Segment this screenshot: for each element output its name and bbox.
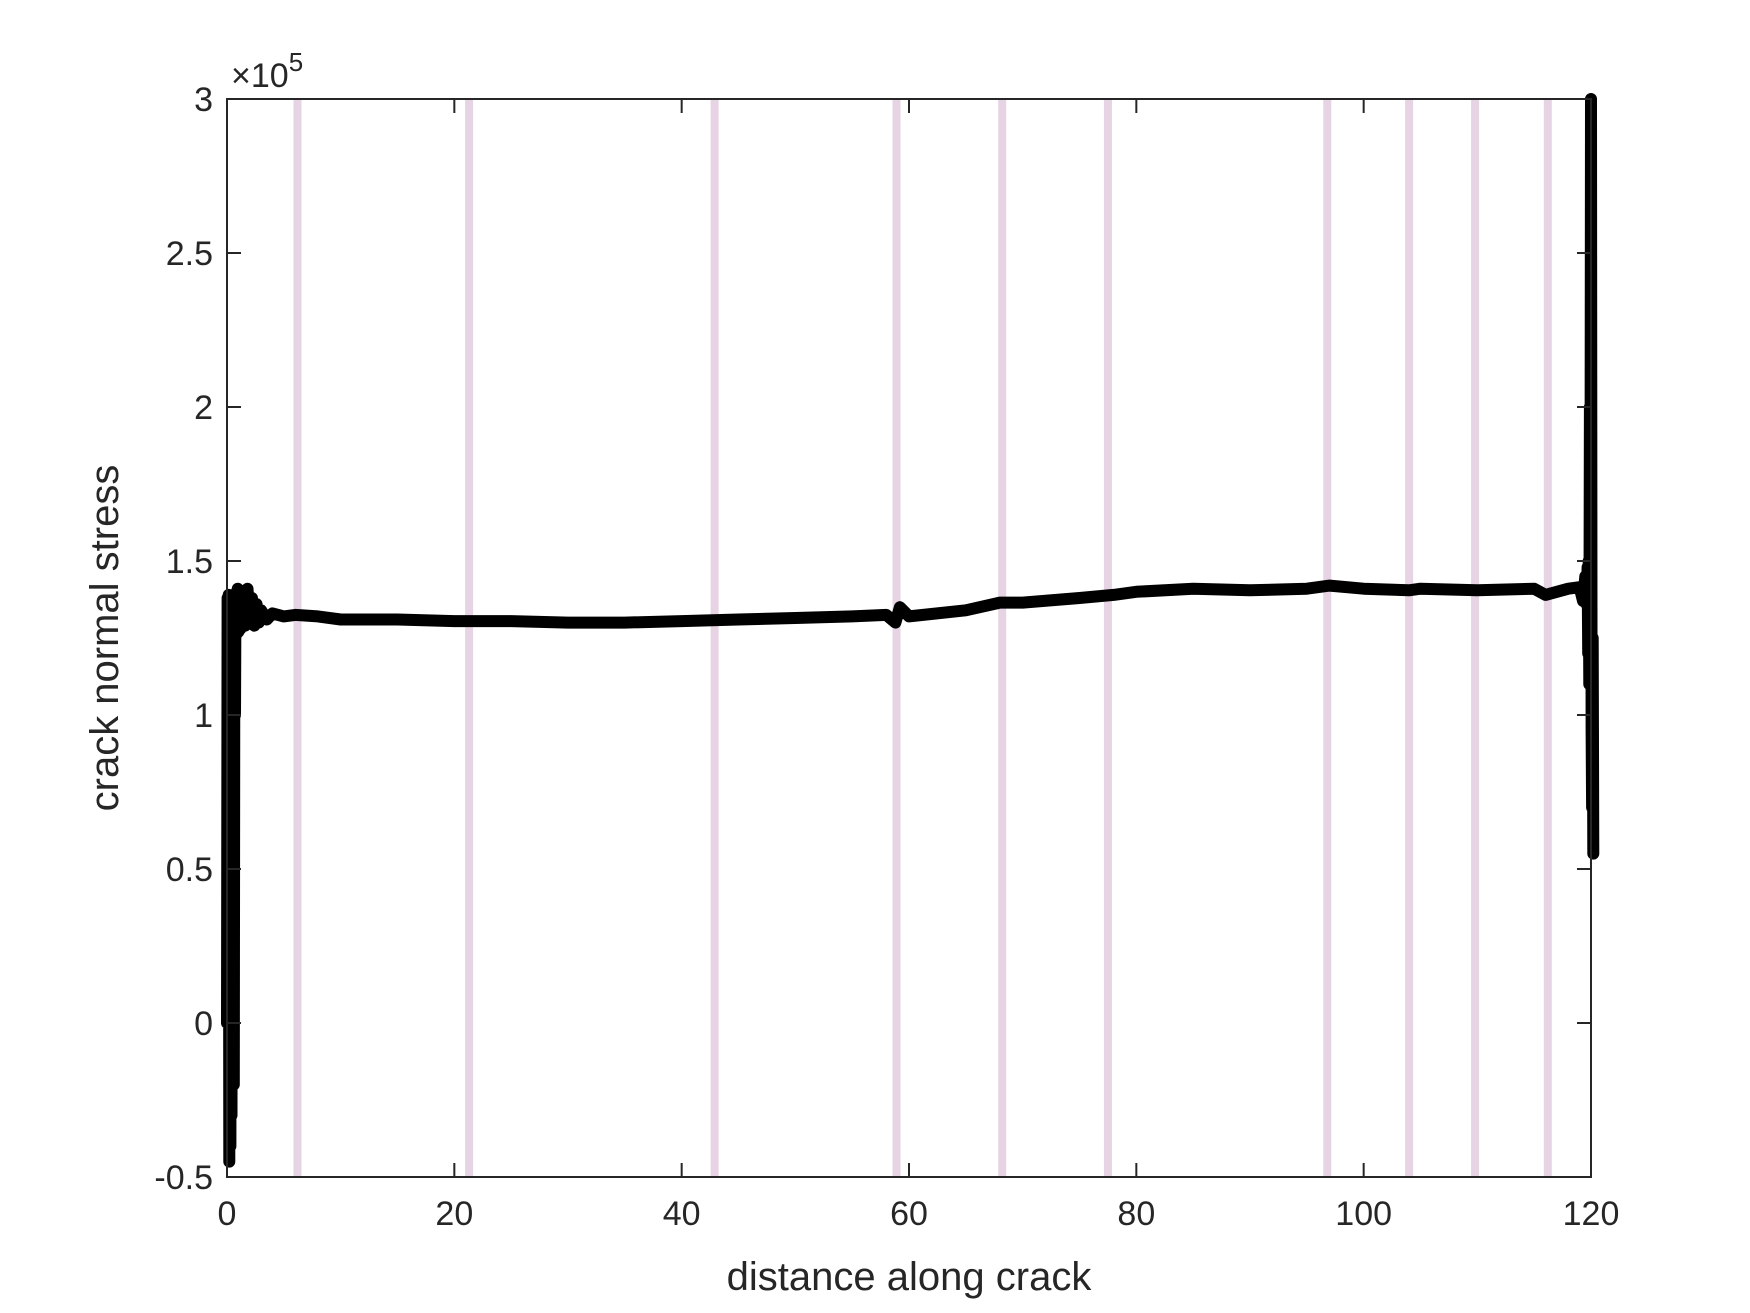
series-layer [221,93,1600,1168]
plot-background [227,99,1591,1177]
y-tick-label-2: 0.5 [166,851,213,889]
y-tick-label-5: 2 [194,389,213,427]
x-tick-label-1: 20 [435,1195,473,1233]
x-axis-label: distance along crack [727,1255,1093,1299]
y-axis-exponent: ×105 [231,47,303,95]
y-tick-label-7: 3 [194,81,213,119]
y-tick-label-4: 1.5 [166,543,213,581]
y-axis: -0.5 0 0.5 1 1.5 2 2.5 3 [154,81,1591,1197]
x-tick-label-4: 80 [1117,1195,1155,1233]
series-line-0 [221,93,1600,1168]
x-tick-label-6: 120 [1563,1195,1620,1233]
y-tick-label-1: 0 [194,1005,213,1043]
x-tick-label-5: 100 [1335,1195,1392,1233]
vertical-markers [293,99,1552,1177]
x-tick-label-2: 40 [663,1195,701,1233]
y-axis-label: crack normal stress [83,465,127,812]
x-axis: 0 20 40 60 80 100 120 [218,99,1620,1233]
y-tick-label-6: 2.5 [166,235,213,273]
y-axis-exponent-power: 5 [289,47,303,77]
y-tick-label-3: 1 [194,697,213,735]
x-tick-label-3: 60 [890,1195,928,1233]
x-tick-label-0: 0 [218,1195,237,1233]
y-axis-exponent-base: ×10 [231,57,289,95]
y-tick-label-0: -0.5 [154,1159,213,1197]
